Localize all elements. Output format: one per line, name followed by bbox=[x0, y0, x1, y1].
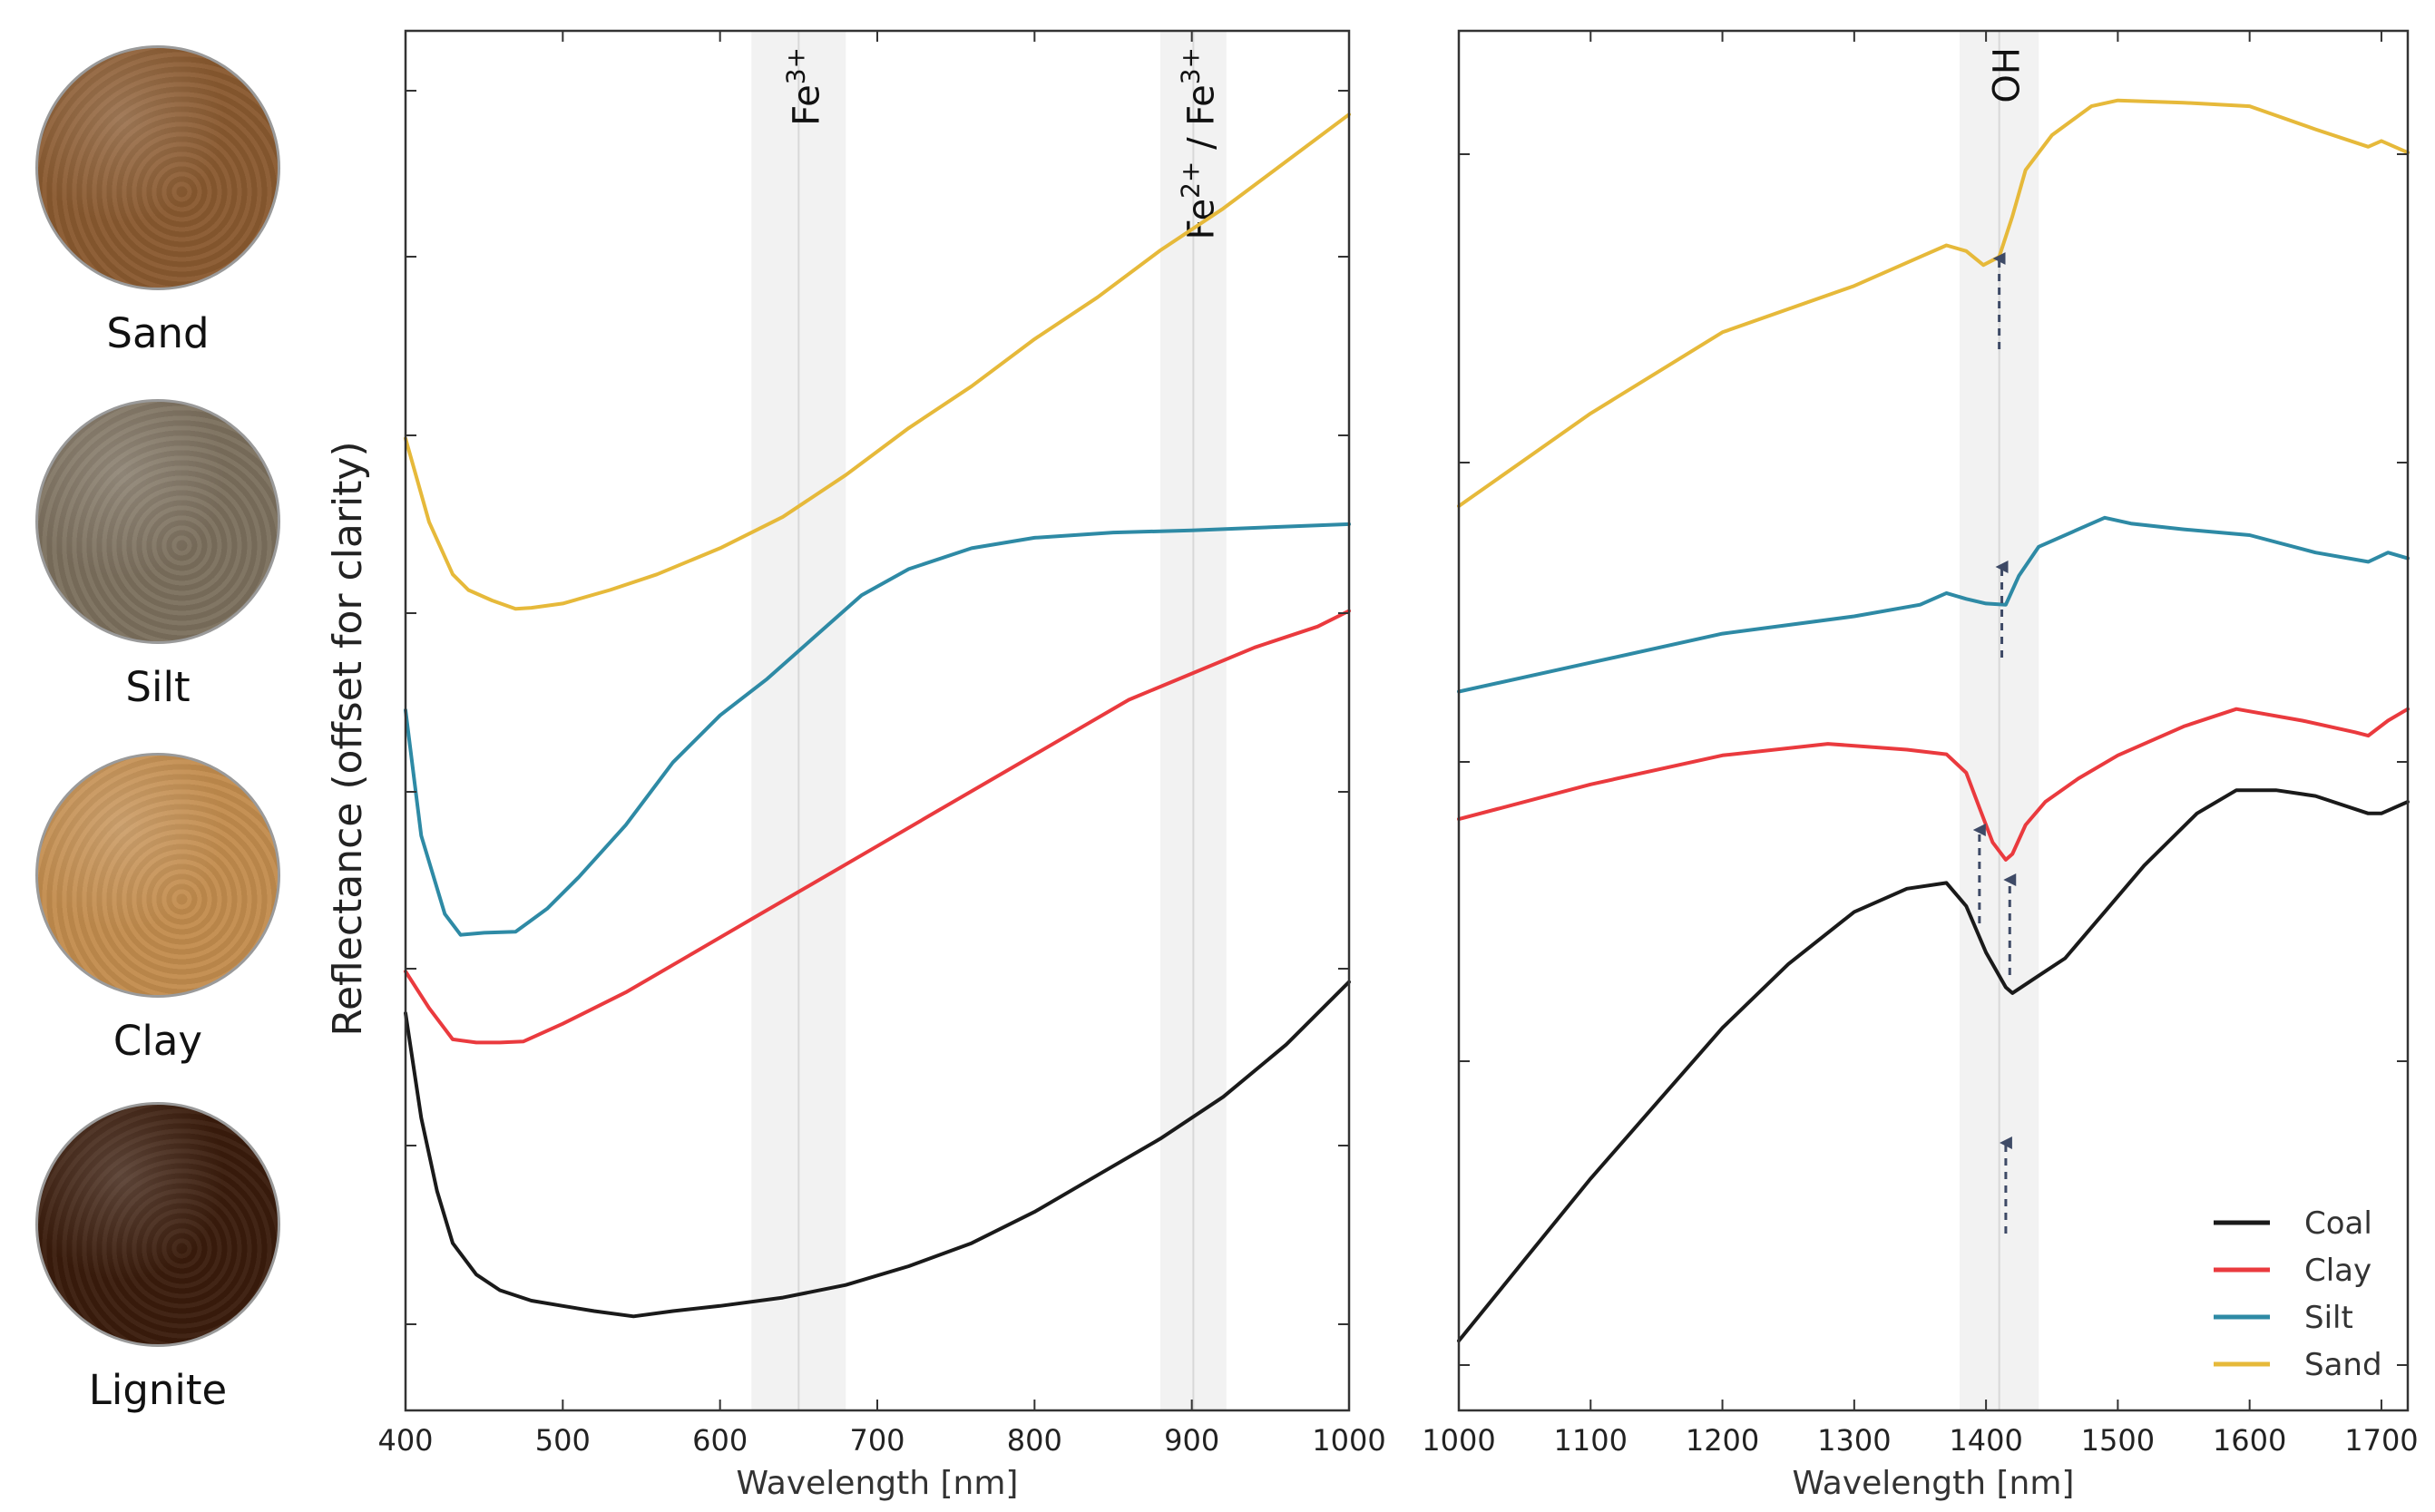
legend-label: Silt bbox=[2304, 1300, 2353, 1336]
legend: Coal Clay Silt Sand bbox=[2214, 1205, 2382, 1383]
soil-sample-panel: Sand Silt Clay Lignite bbox=[0, 0, 318, 1512]
band-label-sup: 3+ bbox=[780, 47, 810, 84]
x-tick-label: 1600 bbox=[2213, 1423, 2286, 1458]
legend-label: Clay bbox=[2304, 1253, 2371, 1289]
series-line-coal bbox=[1457, 788, 2410, 1343]
legend-label: Coal bbox=[2304, 1205, 2372, 1242]
x-tick-label: 400 bbox=[377, 1423, 433, 1458]
sample-silt: Silt bbox=[33, 399, 283, 711]
x-tick-label: 500 bbox=[535, 1423, 591, 1458]
band-label: OH bbox=[1987, 47, 2029, 103]
x-tick-label: 1000 bbox=[1422, 1423, 1495, 1458]
x-tick-label: 1300 bbox=[1817, 1423, 1891, 1458]
band-label: Fe3+ bbox=[780, 47, 827, 126]
sample-label: Lignite bbox=[88, 1366, 228, 1414]
x-tick-label: 700 bbox=[849, 1423, 905, 1458]
x-tick-label: 1700 bbox=[2344, 1423, 2418, 1458]
band-label-base: Fe bbox=[786, 84, 827, 125]
sand-photo bbox=[35, 45, 280, 290]
lignite-photo bbox=[35, 1102, 280, 1347]
x-tick-label: 1100 bbox=[1554, 1423, 1628, 1458]
y-axis-label: Reflectance (offset for clarity) bbox=[325, 441, 371, 1036]
sample-lignite: Lignite bbox=[33, 1102, 283, 1414]
x-tick-label: 1400 bbox=[1949, 1423, 2022, 1458]
axes-frame bbox=[1457, 29, 2410, 1412]
x-tick-label: 1500 bbox=[2081, 1423, 2155, 1458]
series-line-sand bbox=[404, 112, 1351, 611]
series-line-clay bbox=[1457, 707, 2410, 862]
sample-sand: Sand bbox=[33, 45, 283, 357]
nir-spectrum-chart: OH 1000 1100 1200 1300 1400 1500 1600 1700 Wavele… bbox=[1422, 29, 2419, 1502]
band-label-base: OH bbox=[1987, 47, 2029, 103]
band-label-sup: 2+ bbox=[1175, 161, 1205, 199]
clay-photo bbox=[35, 753, 280, 998]
x-tick-label: 800 bbox=[1007, 1423, 1062, 1458]
x-tick-label: 600 bbox=[692, 1423, 748, 1458]
x-tick-label: 900 bbox=[1164, 1423, 1219, 1458]
series-line-coal bbox=[404, 980, 1351, 1319]
x-tick-label: 1200 bbox=[1686, 1423, 1759, 1458]
sample-clay: Clay bbox=[33, 753, 283, 1065]
band-label-mid: / Fe bbox=[1180, 84, 1222, 161]
series-line-sand bbox=[1457, 98, 2410, 508]
series-line-silt bbox=[1457, 515, 2410, 694]
x-axis-label: Wavelength [nm] bbox=[737, 1465, 1019, 1502]
visible-spectrum-chart: Fe3+Fe2+ / Fe3+400 500 600 700 800 900 1000Wav… bbox=[325, 29, 1386, 1502]
legend-label: Sand bbox=[2304, 1347, 2382, 1383]
series-line-clay bbox=[404, 609, 1351, 1045]
x-tick-label: 1000 bbox=[1312, 1423, 1385, 1458]
sample-label: Clay bbox=[112, 1017, 203, 1065]
sample-label: Sand bbox=[106, 309, 210, 357]
band-label-sup: 3+ bbox=[1175, 47, 1205, 84]
series-line-silt bbox=[404, 522, 1351, 937]
x-axis-label: Wavelength [nm] bbox=[1793, 1465, 2075, 1502]
silt-photo bbox=[35, 399, 280, 644]
sample-label: Silt bbox=[125, 663, 191, 711]
